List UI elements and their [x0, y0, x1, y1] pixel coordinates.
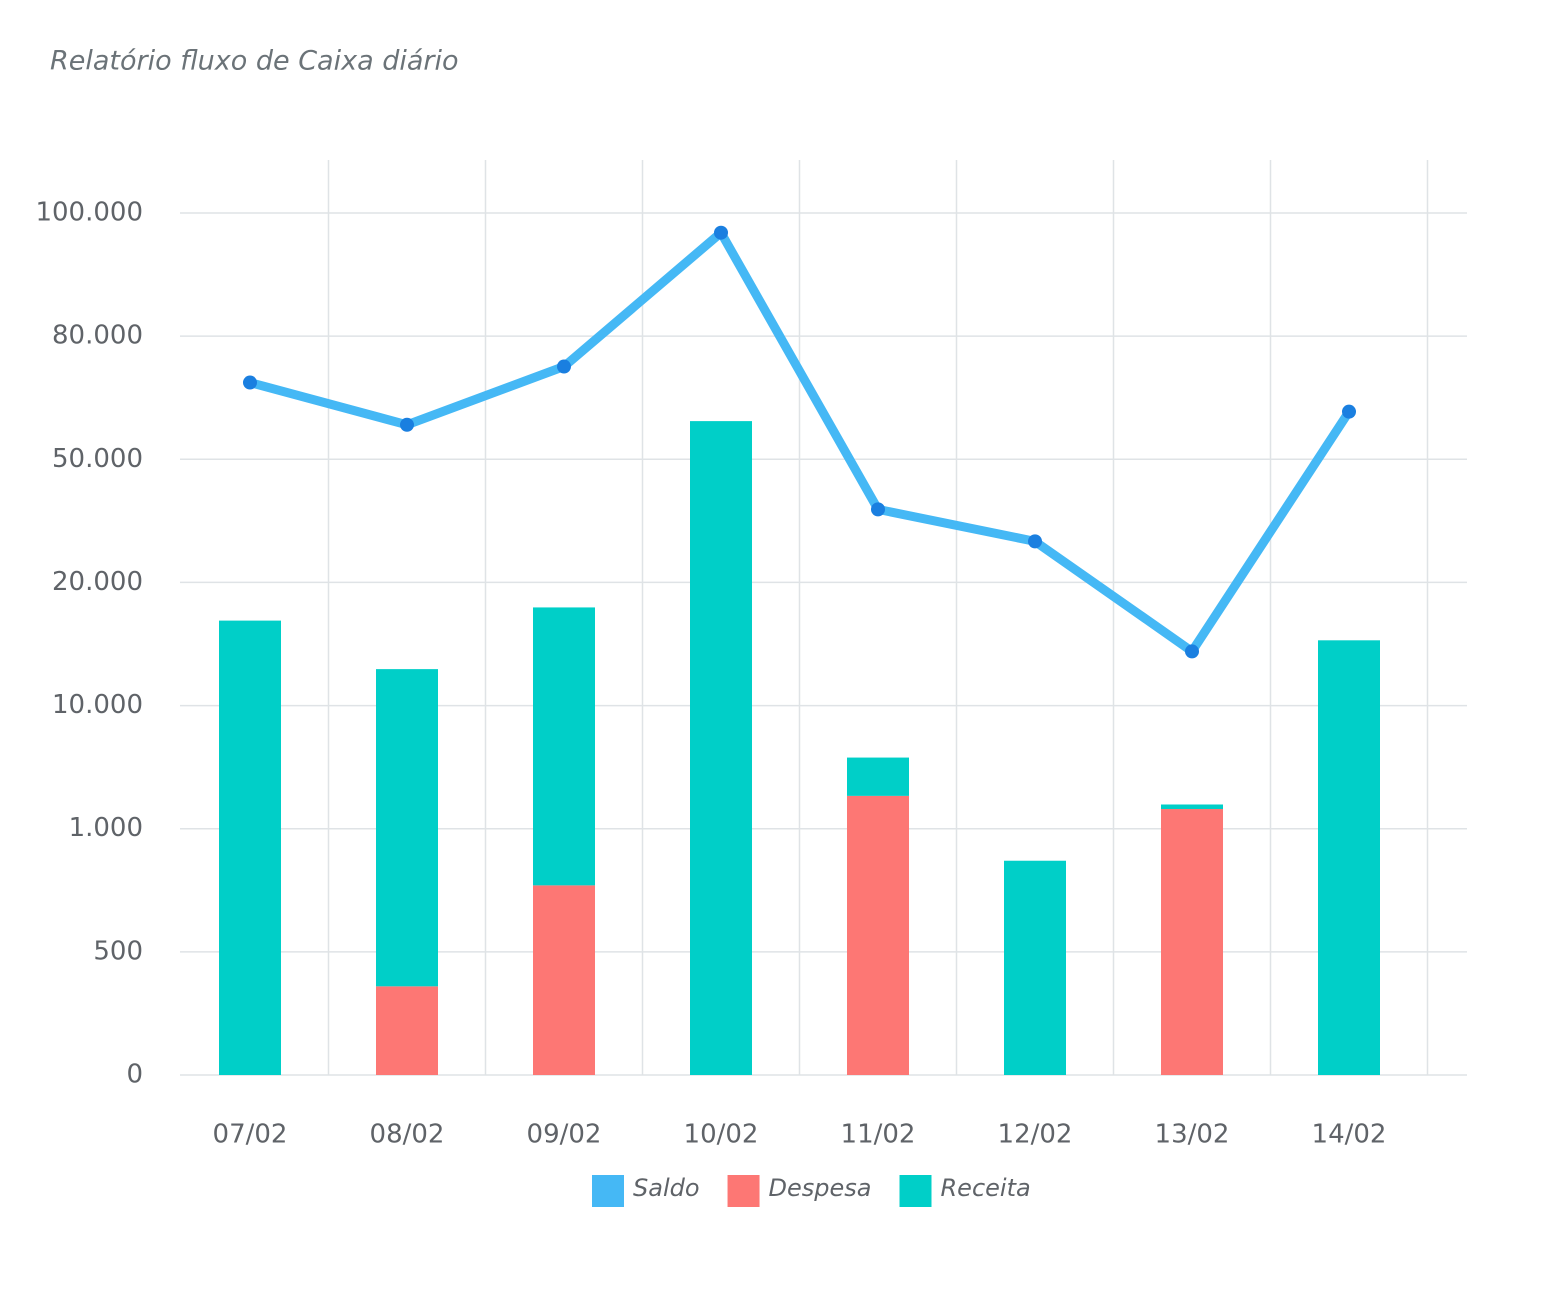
bar: [376, 986, 438, 1075]
bar: [1004, 860, 1066, 1075]
bar: [376, 669, 438, 987]
bar: [533, 885, 595, 1075]
bar: [219, 620, 281, 1075]
x-tick-label: 10/02: [684, 1120, 759, 1150]
point: [243, 375, 257, 390]
y-tick-label: 20.000: [52, 567, 143, 597]
bar: [847, 795, 909, 1075]
legend-swatch: [899, 1175, 932, 1207]
bar: [1161, 809, 1223, 1075]
y-tick-label: 1.000: [69, 813, 143, 843]
legend-swatch: [592, 1175, 624, 1207]
x-tick-label: 11/02: [841, 1120, 916, 1150]
point: [557, 359, 571, 374]
point: [1342, 404, 1356, 419]
chart-title: Relatório fluxo de Caixa diário: [50, 46, 459, 77]
line: [245, 228, 1354, 656]
bar: [690, 421, 752, 1075]
legend-swatch: [727, 1175, 760, 1207]
x-tick-label: 12/02: [998, 1120, 1073, 1150]
x-tick-label: 08/02: [370, 1120, 445, 1150]
point: [400, 417, 414, 432]
bar: [847, 757, 909, 796]
point: [714, 225, 728, 240]
legend-label: Saldo: [633, 1174, 700, 1202]
bar: [1318, 640, 1380, 1075]
legend-label: Receita: [941, 1174, 1031, 1202]
y-tick-label: 500: [93, 936, 143, 966]
legend-label: Despesa: [769, 1174, 872, 1202]
y-tick-label: 80.000: [52, 321, 143, 351]
point: [1028, 534, 1042, 549]
x-tick-label: 13/02: [1155, 1120, 1230, 1150]
point: [871, 502, 885, 517]
y-tick-label: 50.000: [52, 444, 143, 474]
point: [1185, 644, 1199, 659]
x-tick-label: 07/02: [213, 1120, 288, 1150]
bar: [533, 607, 595, 886]
y-tick-label: 0: [126, 1060, 143, 1090]
bar: [1161, 804, 1223, 810]
y-tick-label: 100.000: [35, 198, 143, 228]
x-tick-label: 14/02: [1312, 1120, 1387, 1150]
x-tick-label: 09/02: [527, 1120, 602, 1150]
y-tick-label: 10.000: [52, 690, 143, 720]
